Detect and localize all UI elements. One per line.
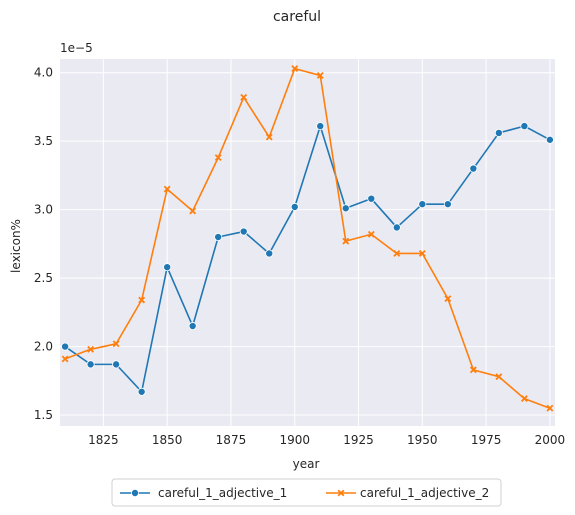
data-point	[61, 342, 70, 351]
data-point	[316, 122, 325, 131]
data-point	[443, 200, 452, 209]
data-point	[341, 204, 350, 213]
x-axis: 1825 1850 1875 1900 1925 1950 1975 2000	[88, 433, 565, 447]
legend: careful_1_adjective_1 careful_1_adjective…	[111, 478, 502, 507]
legend-label: careful_1_adjective_2	[360, 486, 489, 500]
y-tick-label: 2.0	[34, 340, 53, 354]
y-axis-label: lexicon%	[9, 219, 23, 273]
data-point	[138, 296, 146, 304]
series-line	[64, 125, 551, 393]
data-point	[393, 250, 401, 257]
series-2	[61, 65, 554, 412]
y-axis-scale-label: 1e−5	[60, 41, 93, 55]
y-tick-label: 3.0	[34, 203, 53, 217]
data-point	[86, 360, 95, 369]
data-point	[367, 194, 376, 203]
data-point	[494, 128, 503, 137]
data-point	[444, 295, 452, 303]
series-1	[61, 122, 554, 396]
data-point	[418, 200, 427, 209]
data-point	[392, 223, 401, 232]
data-point	[418, 250, 426, 257]
data-point	[520, 122, 529, 131]
data-point	[214, 154, 222, 162]
y-tick-label: 3.5	[34, 134, 53, 148]
data-point	[265, 249, 274, 258]
data-point	[469, 366, 477, 374]
data-point	[214, 233, 223, 242]
x-tick-label: 1925	[343, 433, 374, 447]
x-tick-label: 1900	[279, 433, 310, 447]
data-point	[495, 373, 503, 381]
y-axis: 1.5 2.0 2.5 3.0 3.5 4.0	[34, 66, 53, 422]
data-point	[520, 395, 528, 403]
legend-marker	[130, 488, 139, 497]
data-point	[163, 263, 172, 272]
x-tick-label: 1950	[407, 433, 438, 447]
series-line	[64, 67, 551, 409]
data-point	[240, 93, 248, 101]
data-point	[189, 207, 197, 215]
data-point	[291, 65, 299, 73]
data-point	[137, 387, 146, 396]
y-tick-label: 1.5	[34, 408, 53, 422]
series-layer	[61, 65, 554, 412]
data-point	[188, 322, 197, 331]
legend-marker	[337, 489, 345, 497]
x-tick-label: 2000	[535, 433, 566, 447]
data-point	[469, 164, 478, 173]
data-point	[545, 135, 554, 144]
data-point	[367, 230, 375, 238]
data-point	[112, 360, 121, 369]
legend-box	[111, 478, 502, 507]
data-point	[87, 345, 95, 353]
data-point	[265, 133, 273, 141]
x-tick-label: 1850	[152, 433, 183, 447]
data-point	[163, 185, 171, 193]
data-point	[316, 71, 324, 79]
data-point	[342, 237, 350, 245]
x-axis-label: year	[293, 457, 320, 471]
data-point	[239, 227, 248, 236]
plot-area	[60, 59, 555, 426]
data-point	[546, 404, 554, 412]
chart-title: careful	[273, 9, 321, 25]
x-tick-label: 1975	[471, 433, 502, 447]
data-point	[290, 202, 299, 211]
y-tick-label: 4.0	[34, 66, 53, 80]
data-point	[112, 340, 120, 348]
y-tick-label: 2.5	[34, 271, 53, 285]
x-tick-label: 1825	[88, 433, 119, 447]
data-point	[61, 355, 69, 363]
x-tick-label: 1875	[216, 433, 247, 447]
legend-label: careful_1_adjective_1	[158, 486, 287, 500]
